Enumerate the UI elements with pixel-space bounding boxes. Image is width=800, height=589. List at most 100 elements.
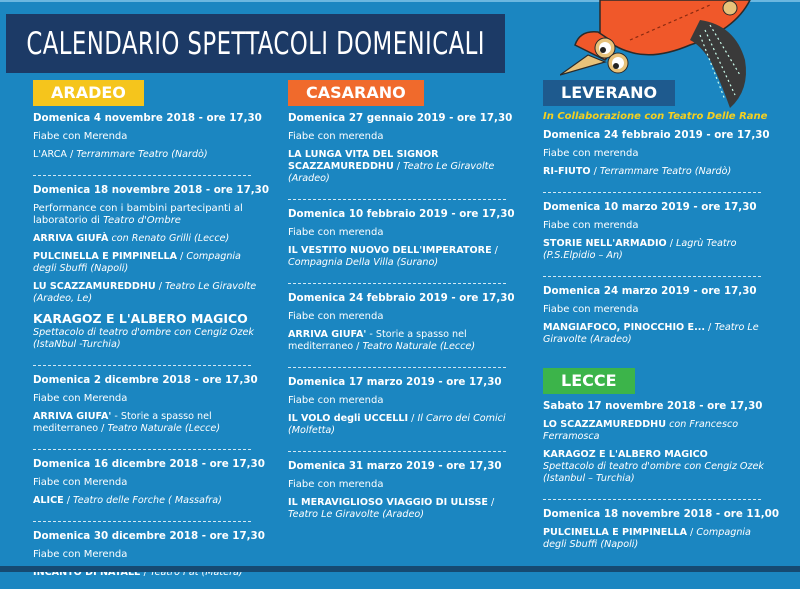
show-title: ARRIVA GIUFÀ: [33, 233, 109, 244]
event-item: Domenica 16 dicembre 2018 - ore 17,30 Fia…: [33, 456, 265, 517]
event-note: Fiabe con merenda: [543, 220, 775, 232]
event-date: Domenica 10 febbraio 2019 - ore 17,30: [288, 208, 515, 220]
show-company: Lagrù Teatro (P.S.Elpidio – An): [543, 238, 737, 261]
show-entry: LU SCAZZAMUREDDHU / Teatro Le Giravolte …: [33, 281, 265, 305]
show-title: IL MERAVIGLIOSO VIAGGIO DI ULISSE: [288, 497, 488, 508]
show-entry: ARRIVA GIUFA' - Storie a spasso nel medi…: [288, 329, 510, 353]
dashed-divider: [288, 451, 506, 452]
show-company: Compagnia degli Sbuffi (Napoli): [543, 527, 751, 550]
show-entry: PULCINELLA E PIMPINELLA / Compagnia degl…: [543, 527, 775, 551]
show-company: con Renato Grilli (Lecce): [111, 233, 230, 244]
show-entry: ARRIVA GIUFA' - Storie a spasso nel medi…: [33, 411, 265, 435]
show-entry: IL VESTITO NUOVO DELL'IMPERATORE / Compa…: [288, 245, 510, 269]
event-item: Domenica 10 marzo 2019 - ore 17,30 Fiabe …: [543, 199, 775, 272]
dashed-divider: [543, 499, 761, 500]
event-item: Domenica 4 novembre 2018 - ore 17,30 Fiab…: [33, 110, 265, 171]
show-separator: /: [393, 161, 404, 172]
event-date: Domenica 2 dicembre 2018 - ore 17,30: [33, 374, 258, 386]
event-item: Domenica 17 marzo 2019 - ore 17,30 Fiabe …: [288, 374, 510, 447]
event-date: Domenica 4 novembre 2018 - ore 17,30: [33, 112, 262, 124]
event-note: Fiabe con Merenda: [33, 393, 265, 405]
event-date: Domenica 30 dicembre 2018 - ore 17,30: [33, 530, 265, 542]
event-note: Fiabe con merenda: [288, 311, 510, 323]
show-title: LU SCAZZAMUREDDHU: [33, 281, 156, 292]
page-title: CALENDARIO SPETTACOLI DOMENICALI: [26, 25, 485, 62]
note-text: Fiabe con merenda: [543, 148, 639, 159]
note-text: Fiabe con merenda: [543, 304, 639, 315]
show-company: Il Carro dei Comici (Molfetta): [288, 413, 506, 436]
note-text: Fiabe con Merenda: [33, 549, 128, 560]
note-text: Fiabe con Merenda: [33, 131, 128, 142]
show-entry: STORIE NELL'ARMADIO / Lagrù Teatro (P.S.…: [543, 238, 775, 262]
event-note: Fiabe con merenda: [288, 395, 510, 407]
show-company: Spettacolo di teatro d'ombre con Cengiz …: [543, 461, 764, 484]
event-date: Domenica 24 febbraio 2019 - ore 17,30: [288, 292, 515, 304]
show-separator: - Storie a spasso nel mediterraneo /: [33, 411, 212, 434]
show-company: Terrammare Teatro (Nardò): [599, 166, 732, 177]
bottom-border: [0, 566, 800, 572]
note-text: Fiabe con merenda: [288, 395, 384, 406]
show-title: ARRIVA GIUFA': [33, 411, 112, 422]
note-text: Fiabe con merenda: [288, 311, 384, 322]
dashed-divider: [288, 283, 506, 284]
note-text: Fiabe con Merenda: [33, 393, 128, 404]
event-date: Domenica 10 marzo 2019 - ore 17,30: [543, 201, 757, 213]
dashed-divider: [33, 521, 251, 522]
event-note: Fiabe con Merenda: [33, 131, 265, 143]
dashed-divider: [33, 365, 251, 366]
show-entry: LA LUNGA VITA DEL SIGNOR SCAZZAMUREDDHU …: [288, 149, 510, 185]
show-company: Teatro Le Giravolte (Aradeo): [543, 322, 759, 345]
bird-illustration: [560, 0, 751, 108]
event-date: Domenica 27 gennaio 2019 - ore 17,30: [288, 112, 513, 124]
event-item: Domenica 31 marzo 2019 - ore 17,30 Fiabe …: [288, 458, 510, 531]
event-date: Domenica 24 febbraio 2019 - ore 17,30: [543, 129, 770, 141]
show-separator: - Storie a spasso nel mediterraneo /: [288, 329, 467, 352]
show-separator: L'ARCA /: [33, 149, 77, 160]
dashed-divider: [33, 449, 251, 450]
event-date: Domenica 24 marzo 2019 - ore 17,30: [543, 285, 757, 297]
event-note: Fiabe con merenda: [288, 227, 510, 239]
dashed-divider: [288, 367, 506, 368]
show-title: IL VESTITO NUOVO DELL'IMPERATORE: [288, 245, 492, 256]
show-separator: /: [487, 497, 495, 508]
note-text: Fiabe con Merenda: [33, 477, 128, 488]
show-title: LA LUNGA VITA DEL SIGNOR SCAZZAMUREDDHU: [288, 149, 439, 172]
section-leverano: LEVERANO In Collaborazione con Teatro Del…: [543, 80, 775, 356]
event-date: Sabato 17 novembre 2018 - ore 17,30: [543, 400, 763, 412]
show-company: Teatro Le Giravolte (Aradeo): [288, 509, 424, 520]
section-aradeo: ARADEO Domenica 4 novembre 2018 - ore 17,…: [33, 80, 269, 589]
show-entry: ARRIVA GIUFÀ con Renato Grilli (Lecce): [33, 233, 265, 245]
show-entry: KARAGOZ E L'ALBERO MAGICO Spettacolo di t…: [33, 311, 265, 351]
show-separator: /: [705, 322, 715, 333]
show-company: Teatro delle Forche ( Massafra): [73, 495, 222, 506]
note-text: Fiabe con merenda: [543, 220, 639, 231]
note-italic: Teatro d'Ombre: [103, 215, 181, 226]
event-note: Fiabe con Merenda: [33, 549, 265, 561]
show-title: LO SCAZZAMUREDDHU: [543, 419, 667, 430]
event-item: Domenica 24 marzo 2019 - ore 17,30 Fiabe …: [543, 283, 775, 356]
show-entry: LO SCAZZAMUREDDHU con Francesco Ferramos…: [543, 419, 775, 443]
event-date: Domenica 18 novembre 2018 - ore 17,30: [33, 184, 269, 196]
event-date: Domenica 17 marzo 2019 - ore 17,30: [288, 376, 502, 388]
show-title: IL VOLO degli UCCELLI: [288, 413, 409, 424]
show-company: Teatro Naturale (Lecce): [107, 423, 221, 434]
show-title: MANGIAFOCO, PINOCCHIO E...: [543, 322, 705, 333]
section-label: ARADEO: [33, 80, 144, 106]
event-note: Fiabe con merenda: [543, 148, 775, 160]
title-banner: CALENDARIO SPETTACOLI DOMENICALI: [6, 14, 505, 73]
show-company: con Francesco Ferramosca: [543, 419, 739, 442]
show-separator: /: [590, 166, 600, 177]
collaboration-note: In Collaborazione con Teatro Delle Rane: [543, 111, 768, 122]
event-date: Domenica 16 dicembre 2018 - ore 17,30: [33, 458, 265, 470]
show-entry: ALICE / Teatro delle Forche ( Massafra): [33, 495, 265, 507]
top-border: [0, 0, 800, 2]
show-title: KARAGOZ E L'ALBERO MAGICO: [33, 311, 248, 326]
section-label: LECCE: [543, 368, 635, 394]
show-entry: KARAGOZ E L'ALBERO MAGICO Spettacolo di t…: [543, 449, 775, 485]
section-label: LEVERANO: [543, 80, 676, 106]
dashed-divider: [543, 192, 761, 193]
show-separator: /: [63, 495, 74, 506]
event-date: Domenica 31 marzo 2019 - ore 17,30: [288, 460, 502, 472]
section-casarano: CASARANO Domenica 27 gennaio 2019 - ore 1…: [288, 80, 515, 531]
show-company: Terrammare Teatro (Nardò): [76, 149, 208, 160]
